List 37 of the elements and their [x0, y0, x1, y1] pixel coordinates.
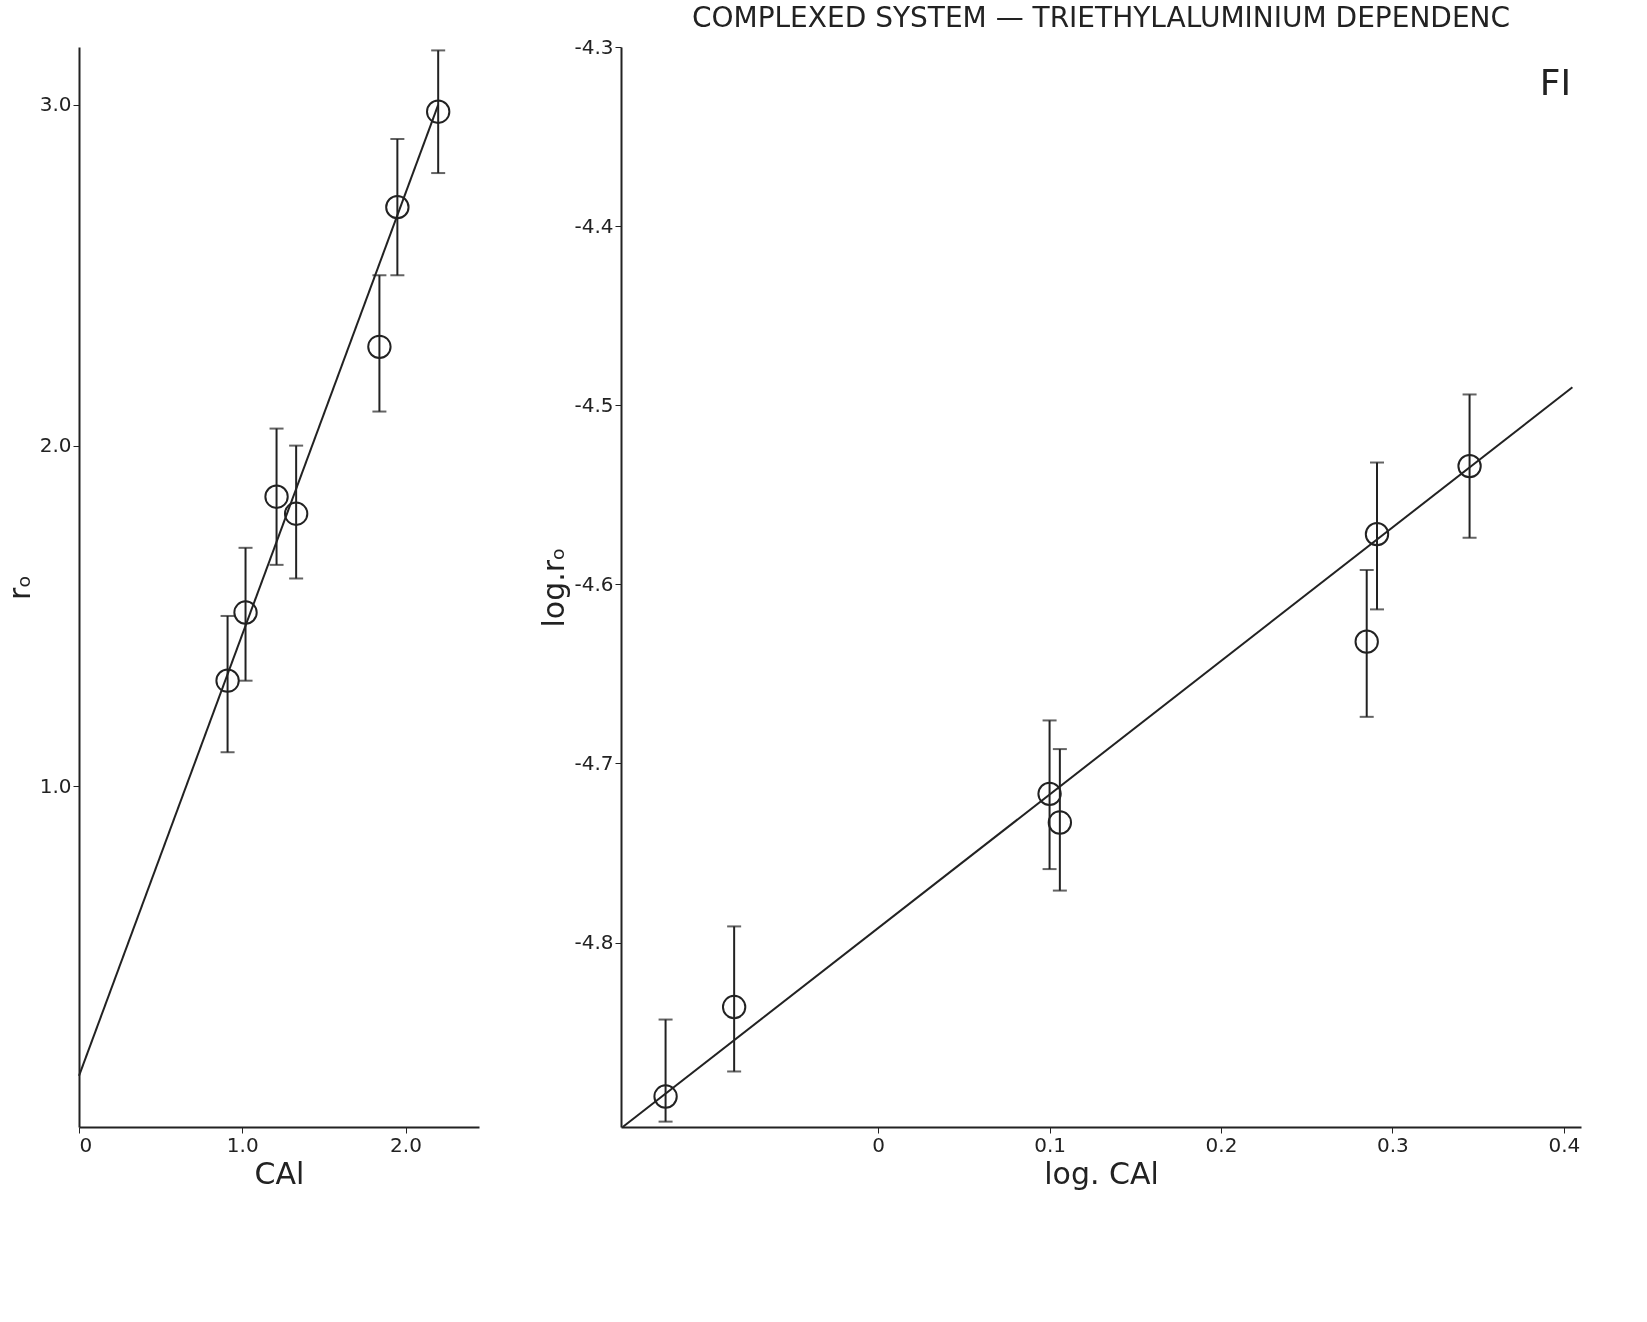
point: [385, 194, 410, 220]
y-axis-title: log.rₒ: [536, 547, 572, 628]
y-tick-label: -4.6: [574, 571, 614, 596]
y-tick-label: -4.8: [574, 930, 614, 955]
point: [1037, 781, 1062, 807]
x-tick-label: 0.1: [1034, 1132, 1066, 1157]
point: [1364, 522, 1390, 547]
y-tick-label: -4.4: [574, 213, 614, 238]
y-tick-label: -4.5: [574, 392, 614, 417]
x-tick-label: 0.3: [1377, 1132, 1409, 1157]
point: [367, 334, 392, 359]
point: [653, 1084, 678, 1109]
y-tick-label: -4.3: [574, 34, 614, 59]
point: [426, 99, 451, 124]
x-tick-label: 0: [872, 1132, 886, 1157]
y-tick-label: 3.0: [39, 92, 72, 117]
chart-title: COMPLEXED SYSTEM — TRIETHYLALUMINIUM DEPENDENC: [691, 1, 1511, 34]
y-tick-label: 1.0: [39, 773, 72, 798]
annotation: FI: [1539, 62, 1571, 103]
point: [721, 994, 747, 1020]
y-tick-label: -4.7: [574, 750, 614, 775]
x-tick-label: 0.4: [1548, 1132, 1581, 1157]
x-tick-label: 0.2: [1205, 1132, 1238, 1157]
x-axis-title: CAl: [254, 1155, 305, 1191]
point: [233, 600, 258, 625]
x-tick-label: 0: [79, 1132, 93, 1157]
point: [1047, 810, 1073, 835]
y-axis-title: rₒ: [1, 575, 37, 600]
point: [264, 484, 289, 509]
point: [1457, 453, 1482, 479]
x-tick-label: 1.0: [226, 1132, 259, 1157]
x-tick-label: 2.0: [390, 1132, 422, 1157]
x-axis-title: log. CAl: [1044, 1155, 1159, 1191]
point: [283, 501, 309, 526]
point: [215, 668, 240, 693]
point: [1354, 629, 1379, 654]
y-tick-label: 2.0: [39, 433, 72, 458]
